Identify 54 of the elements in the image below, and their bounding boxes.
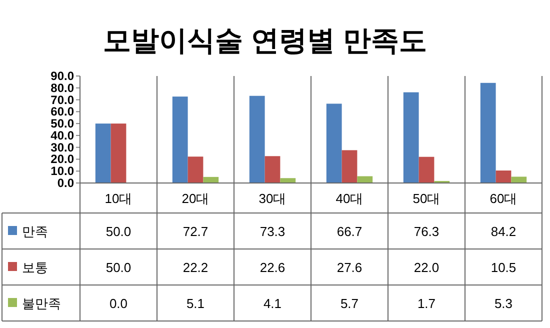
x-tick-label: 30대	[258, 191, 286, 206]
y-tick-label: 60.0	[50, 104, 74, 119]
legend-label: 보통	[22, 260, 48, 275]
data-label: 22.6	[260, 260, 286, 275]
data-label: 5.1	[186, 296, 205, 311]
bar	[357, 176, 373, 183]
y-tick-label: 50.0	[50, 116, 74, 131]
data-label: 27.6	[336, 260, 362, 275]
y-tick-label: 20.0	[50, 152, 74, 166]
data-label: 72.7	[182, 224, 208, 239]
x-tick-label: 40대	[336, 191, 364, 206]
data-label: 50.0	[106, 224, 132, 239]
data-label: 66.7	[336, 224, 362, 239]
data-label: 22.0	[414, 260, 440, 275]
legend-label: 불만족	[22, 296, 61, 311]
data-label: 22.2	[182, 260, 208, 275]
bar	[203, 176, 219, 183]
bar	[249, 96, 265, 183]
data-label: 73.3	[260, 224, 286, 239]
data-label: 50.0	[106, 260, 132, 275]
bar	[188, 156, 204, 183]
bar	[511, 176, 527, 183]
bar	[326, 104, 342, 183]
bar	[342, 150, 358, 183]
bar	[280, 178, 296, 183]
y-tick-label: 30.0	[50, 140, 74, 154]
legend-label: 만족	[22, 224, 48, 239]
x-tick-label: 60대	[490, 191, 518, 206]
y-tick-label: 0.0	[57, 176, 74, 190]
y-tick-label: 70.0	[50, 92, 74, 107]
title: 모발이식술 연령별 만족도	[103, 25, 427, 56]
data-label: 76.3	[414, 224, 440, 239]
bar	[496, 170, 512, 183]
y-tick-label: 10.0	[50, 164, 74, 178]
bar	[418, 156, 434, 183]
y-tick-label: 80.0	[50, 80, 74, 95]
y-tick-label: 90.0	[50, 69, 74, 83]
x-tick-label: 50대	[412, 191, 440, 206]
data-label: 5.7	[340, 296, 359, 311]
bar	[403, 92, 419, 183]
bar	[264, 156, 280, 183]
bar	[110, 124, 126, 183]
data-label: 0.0	[109, 296, 128, 311]
y-tick-label: 40.0	[50, 128, 74, 142]
x-tick-label: 10대	[104, 191, 132, 206]
data-label: 84.2	[490, 224, 516, 239]
data-label: 10.5	[490, 260, 516, 275]
x-tick-label: 20대	[182, 191, 210, 206]
bar	[172, 96, 188, 183]
data-label: 5.3	[494, 296, 513, 311]
data-label: 1.7	[417, 296, 436, 311]
bar	[95, 124, 111, 183]
data-label: 4.1	[263, 296, 282, 311]
bar	[480, 82, 496, 183]
